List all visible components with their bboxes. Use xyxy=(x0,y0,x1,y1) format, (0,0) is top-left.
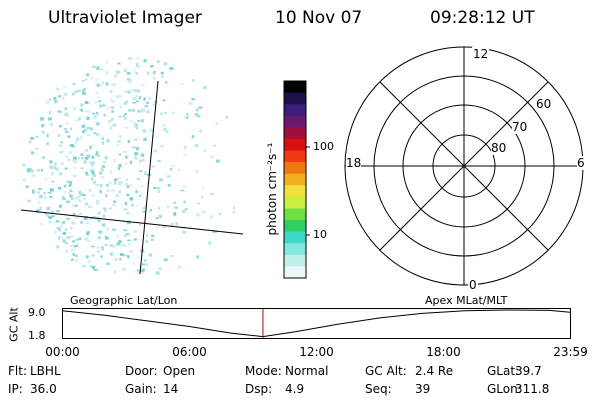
intensity-colorbar xyxy=(283,80,310,279)
mlt-label-12: 12 xyxy=(472,47,490,61)
lat-label-80: 80 xyxy=(491,141,507,155)
alt-x-tick: 18:00 xyxy=(426,345,461,359)
alt-x-tick: 23:59 xyxy=(553,345,588,359)
alt-tick-min: 1.8 xyxy=(28,329,46,342)
longitude-line xyxy=(139,80,159,275)
colorbar-unit-label: photon cm⁻²s⁻¹ xyxy=(265,142,279,236)
colorbar-swatch xyxy=(284,138,306,152)
alt-x-tick: 12:00 xyxy=(299,345,334,359)
aurora-emission-dots xyxy=(22,57,236,275)
status-value: 36.0 xyxy=(30,382,57,396)
colorbar-swatch xyxy=(284,173,306,186)
alt-axis-label: GC Alt xyxy=(7,307,21,342)
apex-grid-label: Apex MLat/MLT xyxy=(425,294,508,307)
status-key: Flt: xyxy=(8,364,27,378)
status-key: GC Alt: xyxy=(365,364,407,378)
geographic-grid-label: Geographic Lat/Lon xyxy=(70,294,178,307)
colorbar-swatch xyxy=(284,231,306,244)
uv-image-panel xyxy=(20,57,244,275)
colorbar-swatch xyxy=(284,127,306,140)
status-key: Mode: xyxy=(245,364,282,378)
status-key: IP: xyxy=(8,382,23,396)
status-value: Normal xyxy=(285,364,329,378)
colorbar-tick-100: 100 xyxy=(313,140,334,153)
diagonal-2 xyxy=(379,81,549,251)
status-key: Seq: xyxy=(365,382,392,396)
colorbar-swatch xyxy=(284,208,306,221)
polar-mlat-mlt-plot xyxy=(344,46,584,286)
colorbar-swatch xyxy=(284,254,306,267)
observation-date: 10 Nov 07 xyxy=(275,8,363,28)
colorbar-tick-10: 10 xyxy=(313,228,327,241)
colorbar-swatch xyxy=(284,266,306,279)
observation-time: 09:28:12 UT xyxy=(430,8,535,28)
status-key: GLon: xyxy=(487,382,522,396)
status-key: Gain: xyxy=(125,382,157,396)
alt-tick-max: 9.0 xyxy=(28,306,46,319)
altitude-series-line xyxy=(62,309,571,338)
mlt-label-18: 18 xyxy=(346,156,362,170)
colorbar-swatch xyxy=(284,115,306,128)
colorbar-swatch xyxy=(284,81,306,94)
alt-x-tick: 00:00 xyxy=(45,345,80,359)
instrument-title: Ultraviolet Imager xyxy=(48,8,202,28)
status-key: Door: xyxy=(125,364,158,378)
status-key: GLat: xyxy=(487,364,520,378)
colorbar-swatch xyxy=(284,104,306,117)
mlt-label-0: 0 xyxy=(468,278,478,292)
status-key: Dsp: xyxy=(245,382,273,396)
lat-label-70: 70 xyxy=(512,120,528,134)
altitude-chart xyxy=(62,308,571,339)
colorbar-swatch xyxy=(284,185,306,198)
status-value: 39.7 xyxy=(515,364,542,378)
colorbar-swatch xyxy=(284,162,306,175)
status-value: 14 xyxy=(163,382,179,396)
status-value: 2.4 Re xyxy=(415,364,454,378)
status-value: Open xyxy=(163,364,196,378)
colorbar-swatch xyxy=(284,92,306,105)
status-value: LBHL xyxy=(30,364,61,378)
status-value: 39 xyxy=(415,382,431,396)
status-value: 311.8 xyxy=(515,382,550,396)
latitude-line xyxy=(20,209,244,235)
colorbar-swatch xyxy=(284,220,306,233)
colorbar-swatch xyxy=(284,150,306,163)
mlt-label-6: 6 xyxy=(577,156,585,170)
alt-x-tick: 06:00 xyxy=(172,345,207,359)
colorbar-swatch xyxy=(284,196,306,209)
status-value: 4.9 xyxy=(285,382,305,396)
lat-label-60: 60 xyxy=(536,97,552,111)
colorbar-swatch xyxy=(284,243,306,256)
